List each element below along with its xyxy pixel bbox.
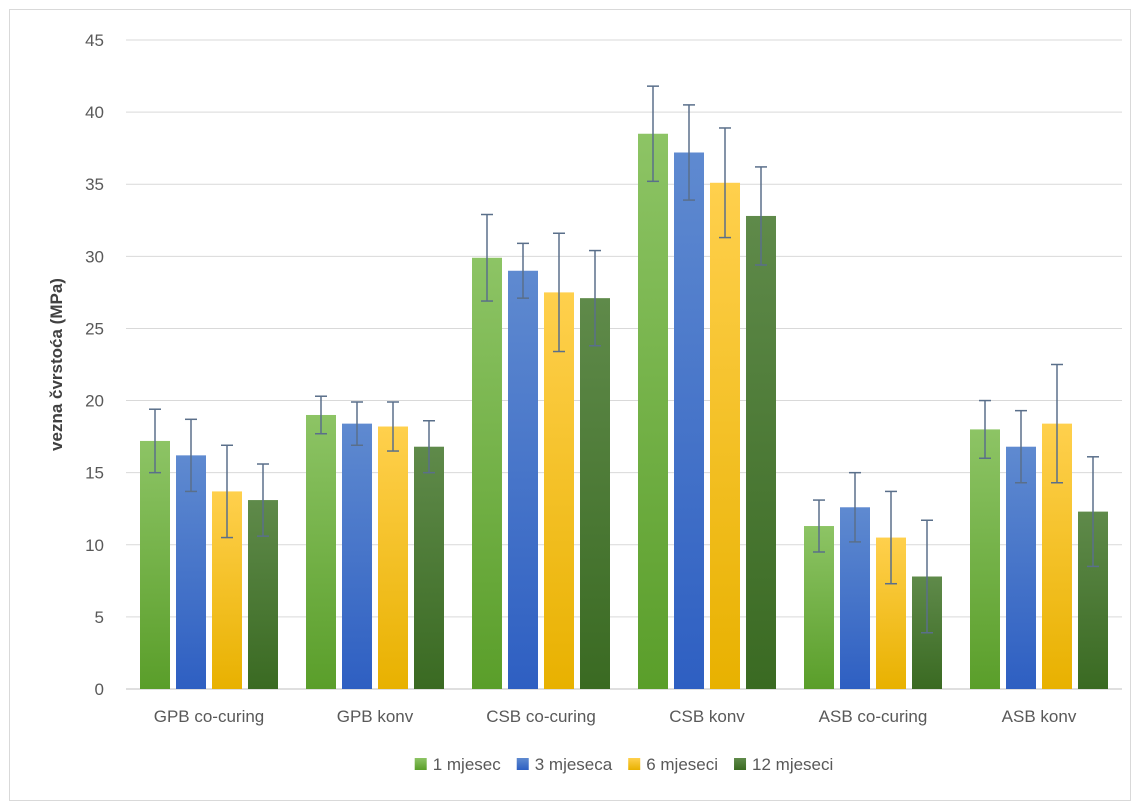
x-tick-label: ASB konv: [1002, 707, 1077, 726]
y-axis-label: vezna čvrstoća (MPa): [47, 278, 66, 451]
bar: [544, 292, 574, 689]
bar: [414, 446, 444, 689]
legend-label: 12 mjeseci: [752, 755, 833, 774]
bar: [140, 440, 170, 689]
y-tick-label: 20: [85, 392, 104, 411]
gridlines: [126, 39, 1122, 690]
x-tick-label: CSB konv: [669, 707, 745, 726]
y-tick-label: 10: [85, 536, 104, 555]
y-tick-label: 35: [85, 175, 104, 194]
y-tick-label: 15: [85, 464, 104, 483]
bar: [306, 414, 336, 689]
bar: [1006, 446, 1036, 689]
y-tick-label: 45: [85, 31, 104, 50]
legend-item: 1 mjesec: [414, 755, 502, 774]
bar-chart: 0 5 10 15 20 25 30 35 40 45 GPB co-curing GPB konv…: [47, 31, 1122, 774]
bar: [674, 152, 704, 689]
legend-swatch: [414, 758, 427, 770]
bar: [580, 298, 610, 689]
x-tick-label: GPB konv: [337, 707, 414, 726]
x-tick-label: CSB co-curing: [486, 707, 596, 726]
legend-swatch: [734, 758, 747, 770]
bar: [804, 526, 834, 689]
x-tick-label: GPB co-curing: [154, 707, 265, 726]
x-tick-label: ASB co-curing: [819, 707, 928, 726]
legend-swatch: [628, 758, 641, 770]
bars: [140, 133, 1108, 689]
y-tick-label: 0: [95, 680, 104, 699]
y-axis-ticks: 0 5 10 15 20 25 30 35 40 45: [85, 31, 104, 699]
legend-label: 6 mjeseci: [646, 755, 718, 774]
bar: [638, 133, 668, 689]
bar: [746, 215, 776, 689]
y-tick-label: 40: [85, 103, 104, 122]
y-tick-label: 30: [85, 247, 104, 266]
y-tick-label: 25: [85, 319, 104, 338]
error-bars: [149, 85, 1099, 634]
bar: [472, 257, 502, 689]
legend: 1 mjesec 3 mjeseca 6 mjeseci 12 mjeseci: [414, 755, 833, 774]
bar: [508, 270, 538, 689]
bar: [176, 455, 206, 689]
bar: [378, 426, 408, 689]
legend-swatch: [516, 758, 529, 770]
chart-frame: 0 5 10 15 20 25 30 35 40 45 GPB co-curing GPB konv…: [9, 9, 1131, 801]
x-axis-labels: GPB co-curing GPB konv CSB co-curing CSB ko…: [154, 707, 1077, 726]
y-tick-label: 5: [95, 608, 104, 627]
legend-label: 1 mjesec: [433, 755, 502, 774]
bar: [970, 429, 1000, 689]
legend-item: 3 mjeseca: [516, 755, 613, 774]
legend-item: 6 mjeseci: [628, 755, 718, 774]
bar: [342, 423, 372, 689]
legend-label: 3 mjeseca: [535, 755, 613, 774]
legend-item: 12 mjeseci: [734, 755, 833, 774]
bar: [710, 182, 740, 689]
